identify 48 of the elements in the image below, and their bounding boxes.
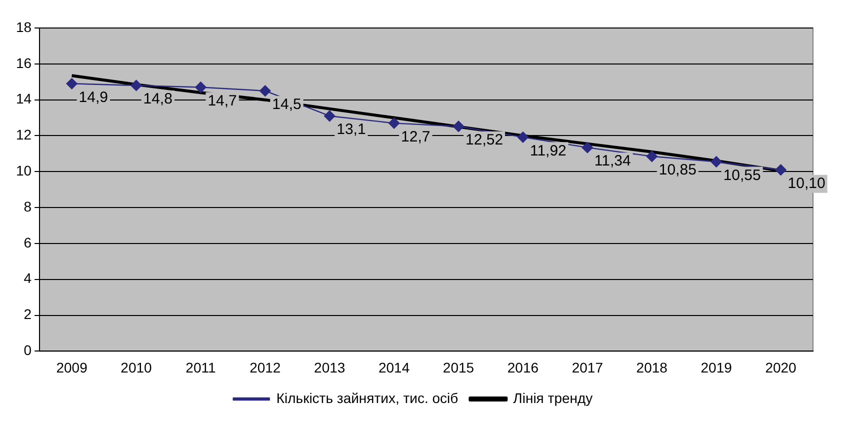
data-label: 14,7 [208, 92, 237, 110]
point [66, 78, 78, 90]
point [646, 150, 658, 162]
point [260, 85, 271, 96]
point [582, 142, 594, 154]
y-tick-label: 2 [24, 306, 32, 322]
y-tick-label: 0 [24, 342, 32, 358]
data-label: 14,5 [272, 96, 302, 113]
point [775, 164, 786, 176]
point [388, 118, 400, 129]
point [710, 156, 722, 168]
x-tick-label: 2016 [507, 359, 539, 376]
y-tick-label: 10 [16, 162, 32, 179]
x-tick-label: 2014 [378, 359, 410, 376]
y-tick-label: 16 [16, 54, 32, 71]
legend-label: Лінія тренду [513, 390, 593, 406]
point [195, 82, 206, 93]
x-tick-label: 2009 [56, 359, 88, 376]
x-tick-label: 2015 [442, 359, 474, 376]
data-label: 10,55 [723, 166, 761, 184]
point [517, 132, 529, 143]
data-label: 11,34 [594, 152, 631, 170]
y-tick-label: 14 [16, 90, 32, 107]
data-label: 12,7 [401, 128, 430, 146]
data-label: 12,52 [466, 132, 504, 149]
data-label: 13,1 [336, 121, 366, 138]
x-tick-label: 2011 [186, 359, 216, 376]
y-tick-label: 8 [24, 198, 32, 214]
data-label: 14,8 [143, 90, 172, 108]
x-tick-label: 2018 [636, 359, 668, 376]
y-tick-label: 18 [16, 18, 32, 35]
x-tick-label: 2013 [314, 359, 346, 376]
y-tick-label: 12 [16, 126, 32, 143]
legend-label: Кількість зайнятих, тис. осіб [276, 390, 458, 406]
point [452, 120, 464, 132]
point [130, 80, 142, 92]
data-label: 11,92 [530, 142, 566, 160]
x-tick-label: 2020 [765, 359, 797, 376]
y-tick-label: 4 [24, 270, 32, 286]
y-tick-label: 6 [24, 234, 32, 250]
point [324, 110, 336, 122]
x-tick-label: 2010 [120, 359, 152, 376]
data-label: 14,9 [78, 88, 108, 106]
data-label: 10,10 [788, 174, 826, 192]
data-label: 10,85 [658, 162, 696, 179]
x-tick-label: 2017 [572, 359, 604, 376]
x-tick-label: 2019 [700, 359, 732, 376]
x-tick-label: 2012 [250, 359, 281, 376]
